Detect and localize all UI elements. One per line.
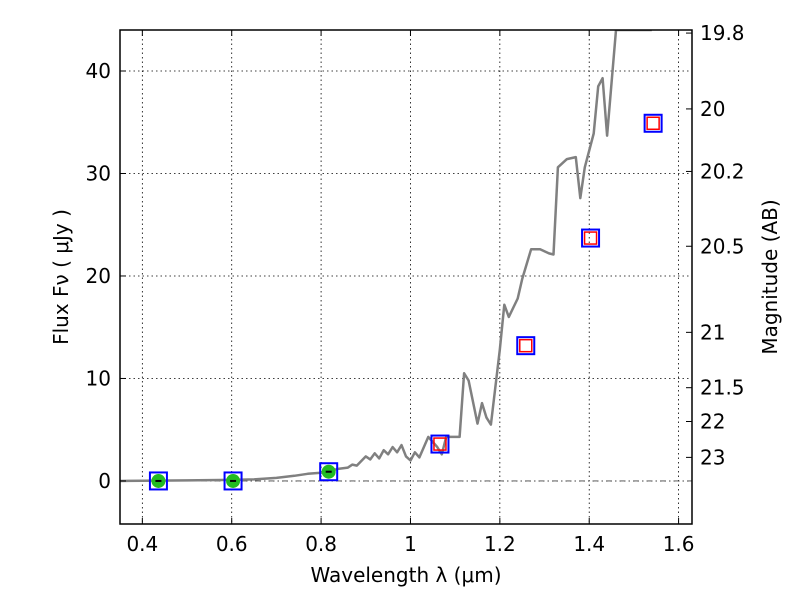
right-axis-label: Magnitude (AB): [758, 199, 782, 354]
x-axis-label: Wavelength λ (μm): [310, 563, 501, 587]
x-tick-label: 0.6: [216, 532, 248, 556]
observed-point: [430, 434, 450, 454]
plot-area: [120, 30, 663, 491]
plot-frame: [119, 29, 693, 525]
x-tick-label: 1: [404, 532, 417, 556]
observed-point: [319, 462, 339, 482]
grid: [120, 30, 692, 524]
observed-point: [148, 471, 168, 491]
y-tick-label: 40: [86, 59, 111, 83]
y-tick-label: 30: [86, 161, 111, 185]
x-tick-label: 1.2: [484, 532, 516, 556]
axis-ticks: 0.4 0.6 0.8 1 1.2 1.4 1.6 0 10 20 30 40 19.8 20 20.2 20…: [86, 21, 745, 556]
y-tick-label: 10: [86, 366, 111, 390]
sed-model-line: [120, 30, 652, 483]
right-tick-label: 20.2: [700, 159, 745, 183]
right-tick-label: 19.8: [700, 21, 745, 45]
right-tick-label: 20.5: [700, 234, 745, 258]
x-tick-label: 0.8: [305, 532, 337, 556]
observed-point: [516, 336, 536, 356]
right-tick-label: 22: [700, 410, 725, 434]
x-tick-label: 1.4: [573, 532, 605, 556]
observed-point: [223, 471, 243, 491]
model-point-nir: [519, 338, 533, 353]
observed-point: [643, 113, 663, 133]
right-tick-label: 20: [700, 97, 725, 121]
right-tick-label: 21.5: [700, 376, 745, 400]
observed-point: [581, 228, 601, 248]
x-tick-label: 1.6: [663, 532, 695, 556]
model-point-nir: [583, 231, 598, 245]
right-tick-label: 21: [700, 320, 725, 344]
y-tick-label: 20: [86, 264, 111, 288]
model-point-nir: [433, 437, 447, 451]
y-axis-label: Flux Fν ( μJy ): [49, 209, 73, 345]
right-tick-label: 23: [700, 445, 725, 469]
x-tick-label: 0.4: [126, 532, 158, 556]
y-tick-label: 0: [98, 469, 111, 493]
model-point-nir: [646, 116, 660, 131]
